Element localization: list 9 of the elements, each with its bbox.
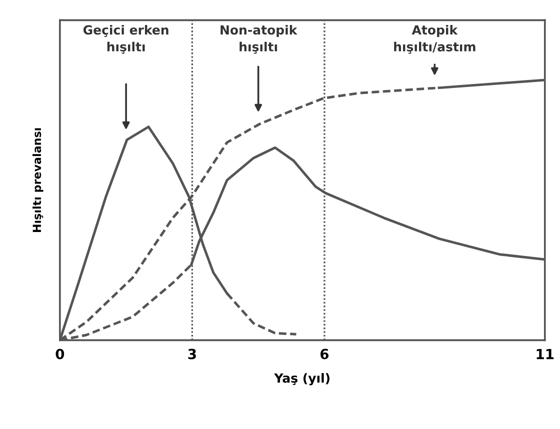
y-axis-title: Hışıltı prevalansı bbox=[32, 128, 44, 232]
text: Non-atopik hışıltı bbox=[220, 24, 298, 54]
x-tick-label: 11 bbox=[536, 348, 554, 360]
x-tick-label: 3 bbox=[188, 348, 196, 360]
text: Atopik hışıltı/astım bbox=[394, 24, 476, 54]
x-axis-title: Yaş (yıl) bbox=[274, 373, 330, 386]
x-tick-label: 0 bbox=[56, 348, 64, 360]
x-tick-label: 6 bbox=[320, 348, 329, 360]
text: Geçici erken hışıltı bbox=[83, 24, 168, 54]
